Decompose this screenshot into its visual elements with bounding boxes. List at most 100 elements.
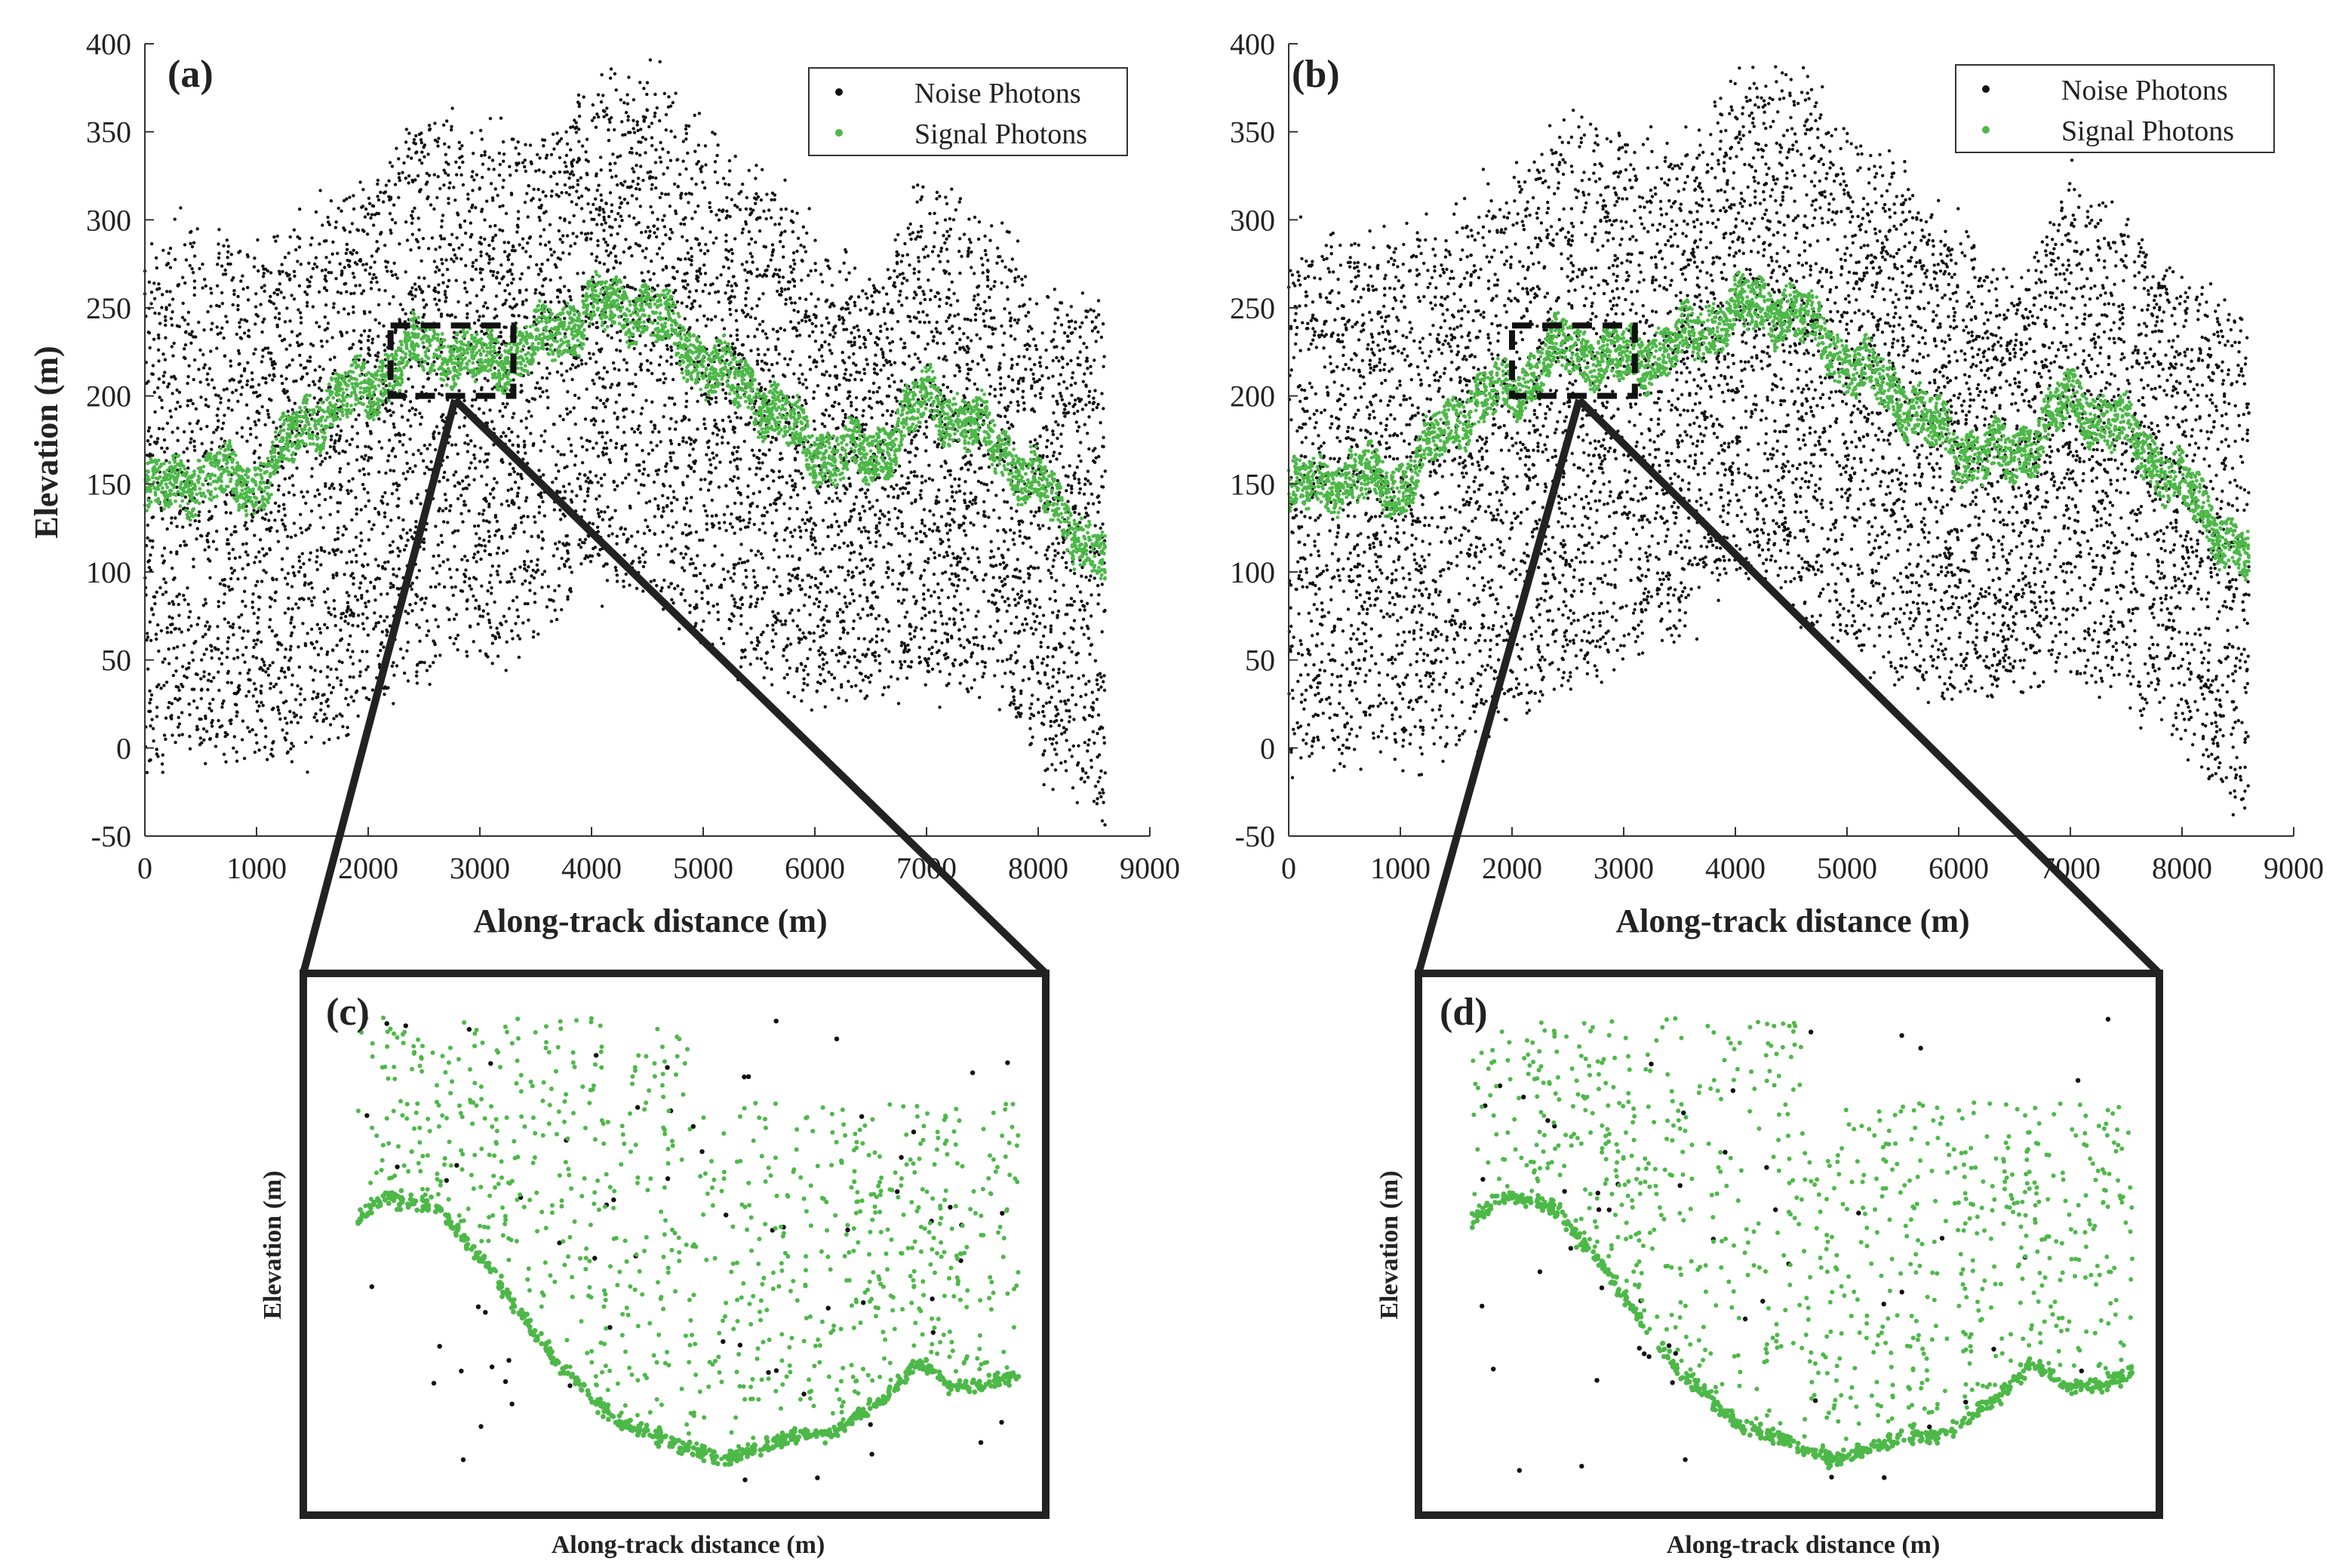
noise-photon: [844, 413, 847, 416]
noise-photon: [464, 568, 467, 571]
noise-photon: [592, 352, 595, 355]
noise-photon: [642, 565, 645, 568]
noise-photon: [437, 291, 440, 294]
noise-photon: [278, 334, 281, 337]
noise-photon: [346, 591, 349, 594]
noise-photon: [303, 291, 306, 294]
noise-photon: [758, 490, 761, 493]
noise-photon: [648, 229, 651, 232]
noise-photon: [928, 611, 931, 614]
noise-photon: [595, 396, 598, 399]
noise-photon: [1014, 650, 1017, 653]
noise-photon: [194, 640, 197, 643]
noise-photon: [1079, 487, 1082, 490]
noise-photon: [602, 447, 605, 450]
noise-photon: [639, 431, 642, 434]
noise-photon: [672, 101, 675, 104]
noise-photon: [814, 315, 817, 318]
noise-photon: [370, 457, 373, 460]
noise-photon: [1010, 367, 1013, 370]
noise-photon: [804, 399, 807, 402]
noise-photon: [953, 500, 956, 503]
noise-photon: [511, 263, 514, 266]
noise-photon: [896, 320, 899, 323]
noise-photon: [559, 453, 562, 456]
noise-photon: [710, 397, 713, 400]
noise-photon: [374, 354, 377, 357]
noise-photon: [694, 622, 697, 625]
noise-photon: [1092, 709, 1095, 712]
noise-photon: [582, 508, 585, 511]
noise-photon: [195, 728, 198, 731]
noise-photon: [1009, 703, 1012, 706]
noise-photon: [281, 270, 284, 273]
noise-photon: [442, 520, 445, 523]
noise-photon: [539, 242, 542, 245]
noise-photon: [803, 682, 806, 685]
noise-photon: [1017, 706, 1020, 709]
noise-photon: [953, 478, 956, 481]
noise-photon: [646, 81, 649, 84]
noise-photon: [727, 297, 730, 300]
noise-photon: [564, 490, 567, 493]
noise-photon: [730, 295, 733, 298]
noise-photon: [920, 521, 924, 524]
noise-photon: [579, 436, 582, 439]
noise-photon: [358, 675, 361, 678]
noise-photon: [1090, 493, 1093, 496]
noise-photon: [298, 666, 301, 669]
noise-photon: [399, 303, 402, 306]
noise-photon: [827, 671, 830, 674]
noise-photon: [810, 576, 813, 579]
noise-photon: [336, 252, 339, 255]
noise-photon: [793, 284, 796, 287]
noise-photon: [862, 367, 865, 370]
noise-photon: [529, 255, 532, 258]
noise-photon: [1073, 477, 1076, 480]
noise-photon: [781, 623, 784, 626]
noise-photon: [346, 489, 349, 492]
noise-photon: [1017, 601, 1020, 604]
noise-photon: [493, 601, 496, 604]
noise-photon: [188, 735, 191, 738]
noise-photon: [714, 160, 717, 163]
noise-photon: [684, 192, 687, 195]
noise-photon: [614, 446, 617, 449]
noise-photon: [873, 362, 876, 365]
noise-photon: [814, 552, 817, 555]
noise-photon: [478, 315, 481, 318]
noise-photon: [1090, 372, 1093, 375]
noise-photon: [382, 645, 385, 648]
noise-photon: [391, 164, 394, 168]
noise-photon: [674, 428, 677, 431]
noise-photon: [813, 390, 816, 393]
noise-photon: [735, 284, 738, 287]
noise-photon: [1063, 415, 1066, 418]
noise-photon: [838, 646, 841, 649]
noise-photon: [309, 524, 312, 527]
noise-photon: [802, 669, 805, 672]
noise-photon: [1073, 619, 1076, 622]
noise-photon: [782, 256, 785, 259]
noise-photon: [803, 245, 806, 248]
noise-photon: [942, 269, 945, 272]
noise-photon: [1010, 358, 1013, 361]
noise-photon: [620, 120, 623, 123]
noise-photon: [736, 446, 739, 449]
noise-photon: [1031, 373, 1034, 376]
noise-photon: [583, 557, 586, 560]
noise-photon: [763, 591, 766, 594]
noise-photon: [650, 580, 653, 583]
noise-photon: [226, 656, 229, 659]
noise-photon: [254, 687, 257, 690]
noise-photon: [364, 552, 367, 555]
noise-photon: [370, 287, 373, 290]
noise-photon: [423, 277, 426, 280]
noise-photon: [268, 626, 271, 629]
noise-photon: [449, 504, 452, 507]
noise-photon: [547, 585, 550, 588]
noise-photon: [668, 204, 672, 208]
noise-photon: [166, 631, 169, 634]
noise-photon: [392, 661, 395, 664]
noise-photon: [751, 260, 754, 263]
